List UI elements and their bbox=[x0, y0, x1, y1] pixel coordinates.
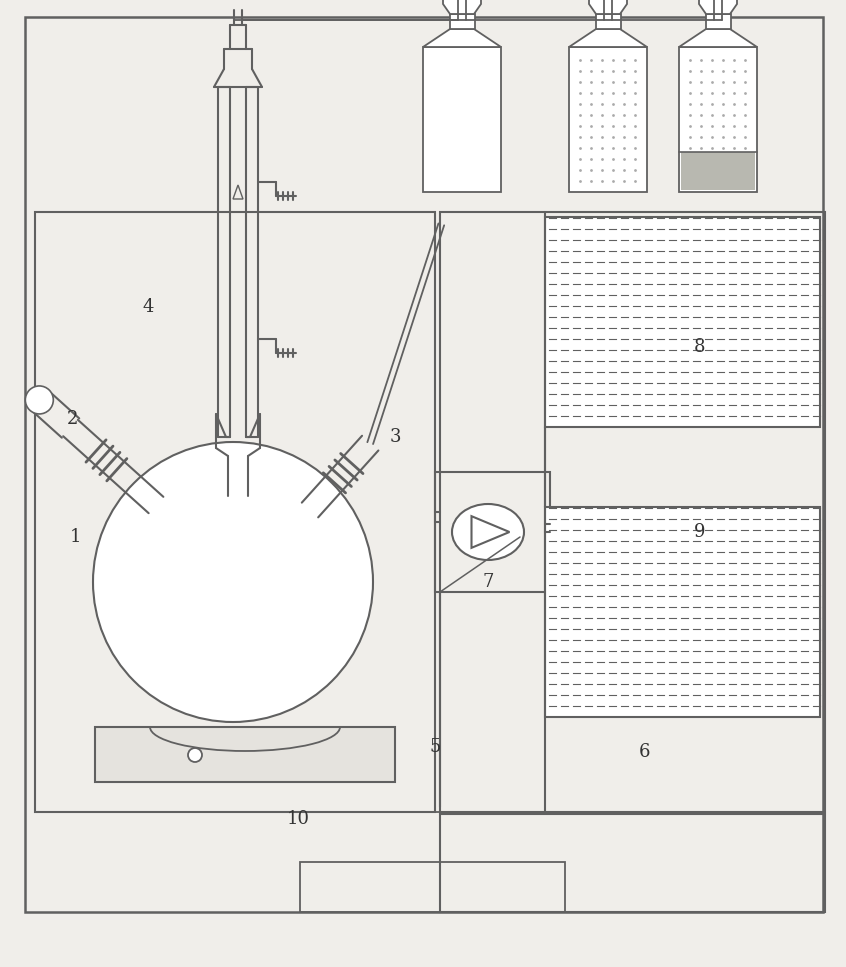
Polygon shape bbox=[443, 0, 481, 14]
Text: 8: 8 bbox=[695, 338, 706, 356]
Bar bbox=[706, 14, 731, 29]
Text: 5: 5 bbox=[429, 738, 441, 756]
Bar bbox=[95, 727, 395, 782]
Bar bbox=[545, 217, 820, 427]
Circle shape bbox=[188, 748, 202, 762]
Text: 4: 4 bbox=[142, 298, 154, 316]
Text: 3: 3 bbox=[389, 428, 401, 446]
Polygon shape bbox=[569, 29, 647, 47]
Bar bbox=[300, 862, 565, 912]
Bar bbox=[35, 212, 435, 812]
Bar bbox=[545, 507, 820, 717]
Bar bbox=[596, 14, 621, 29]
Polygon shape bbox=[589, 0, 627, 14]
Bar bbox=[569, 47, 647, 192]
Text: 1: 1 bbox=[69, 528, 80, 546]
Text: 2: 2 bbox=[66, 410, 78, 428]
Circle shape bbox=[25, 386, 53, 414]
Bar bbox=[423, 47, 501, 192]
Text: 9: 9 bbox=[695, 523, 706, 541]
Bar bbox=[440, 814, 825, 912]
Polygon shape bbox=[679, 29, 757, 47]
Ellipse shape bbox=[452, 504, 524, 560]
Polygon shape bbox=[699, 0, 737, 14]
Bar bbox=[435, 472, 550, 592]
Bar bbox=[440, 212, 825, 812]
Bar bbox=[679, 47, 757, 192]
Text: 7: 7 bbox=[482, 573, 494, 591]
Text: 10: 10 bbox=[287, 810, 310, 828]
Bar bbox=[450, 14, 475, 29]
Bar bbox=[681, 152, 755, 190]
Polygon shape bbox=[423, 29, 501, 47]
Circle shape bbox=[93, 442, 373, 722]
Text: 6: 6 bbox=[640, 743, 651, 761]
